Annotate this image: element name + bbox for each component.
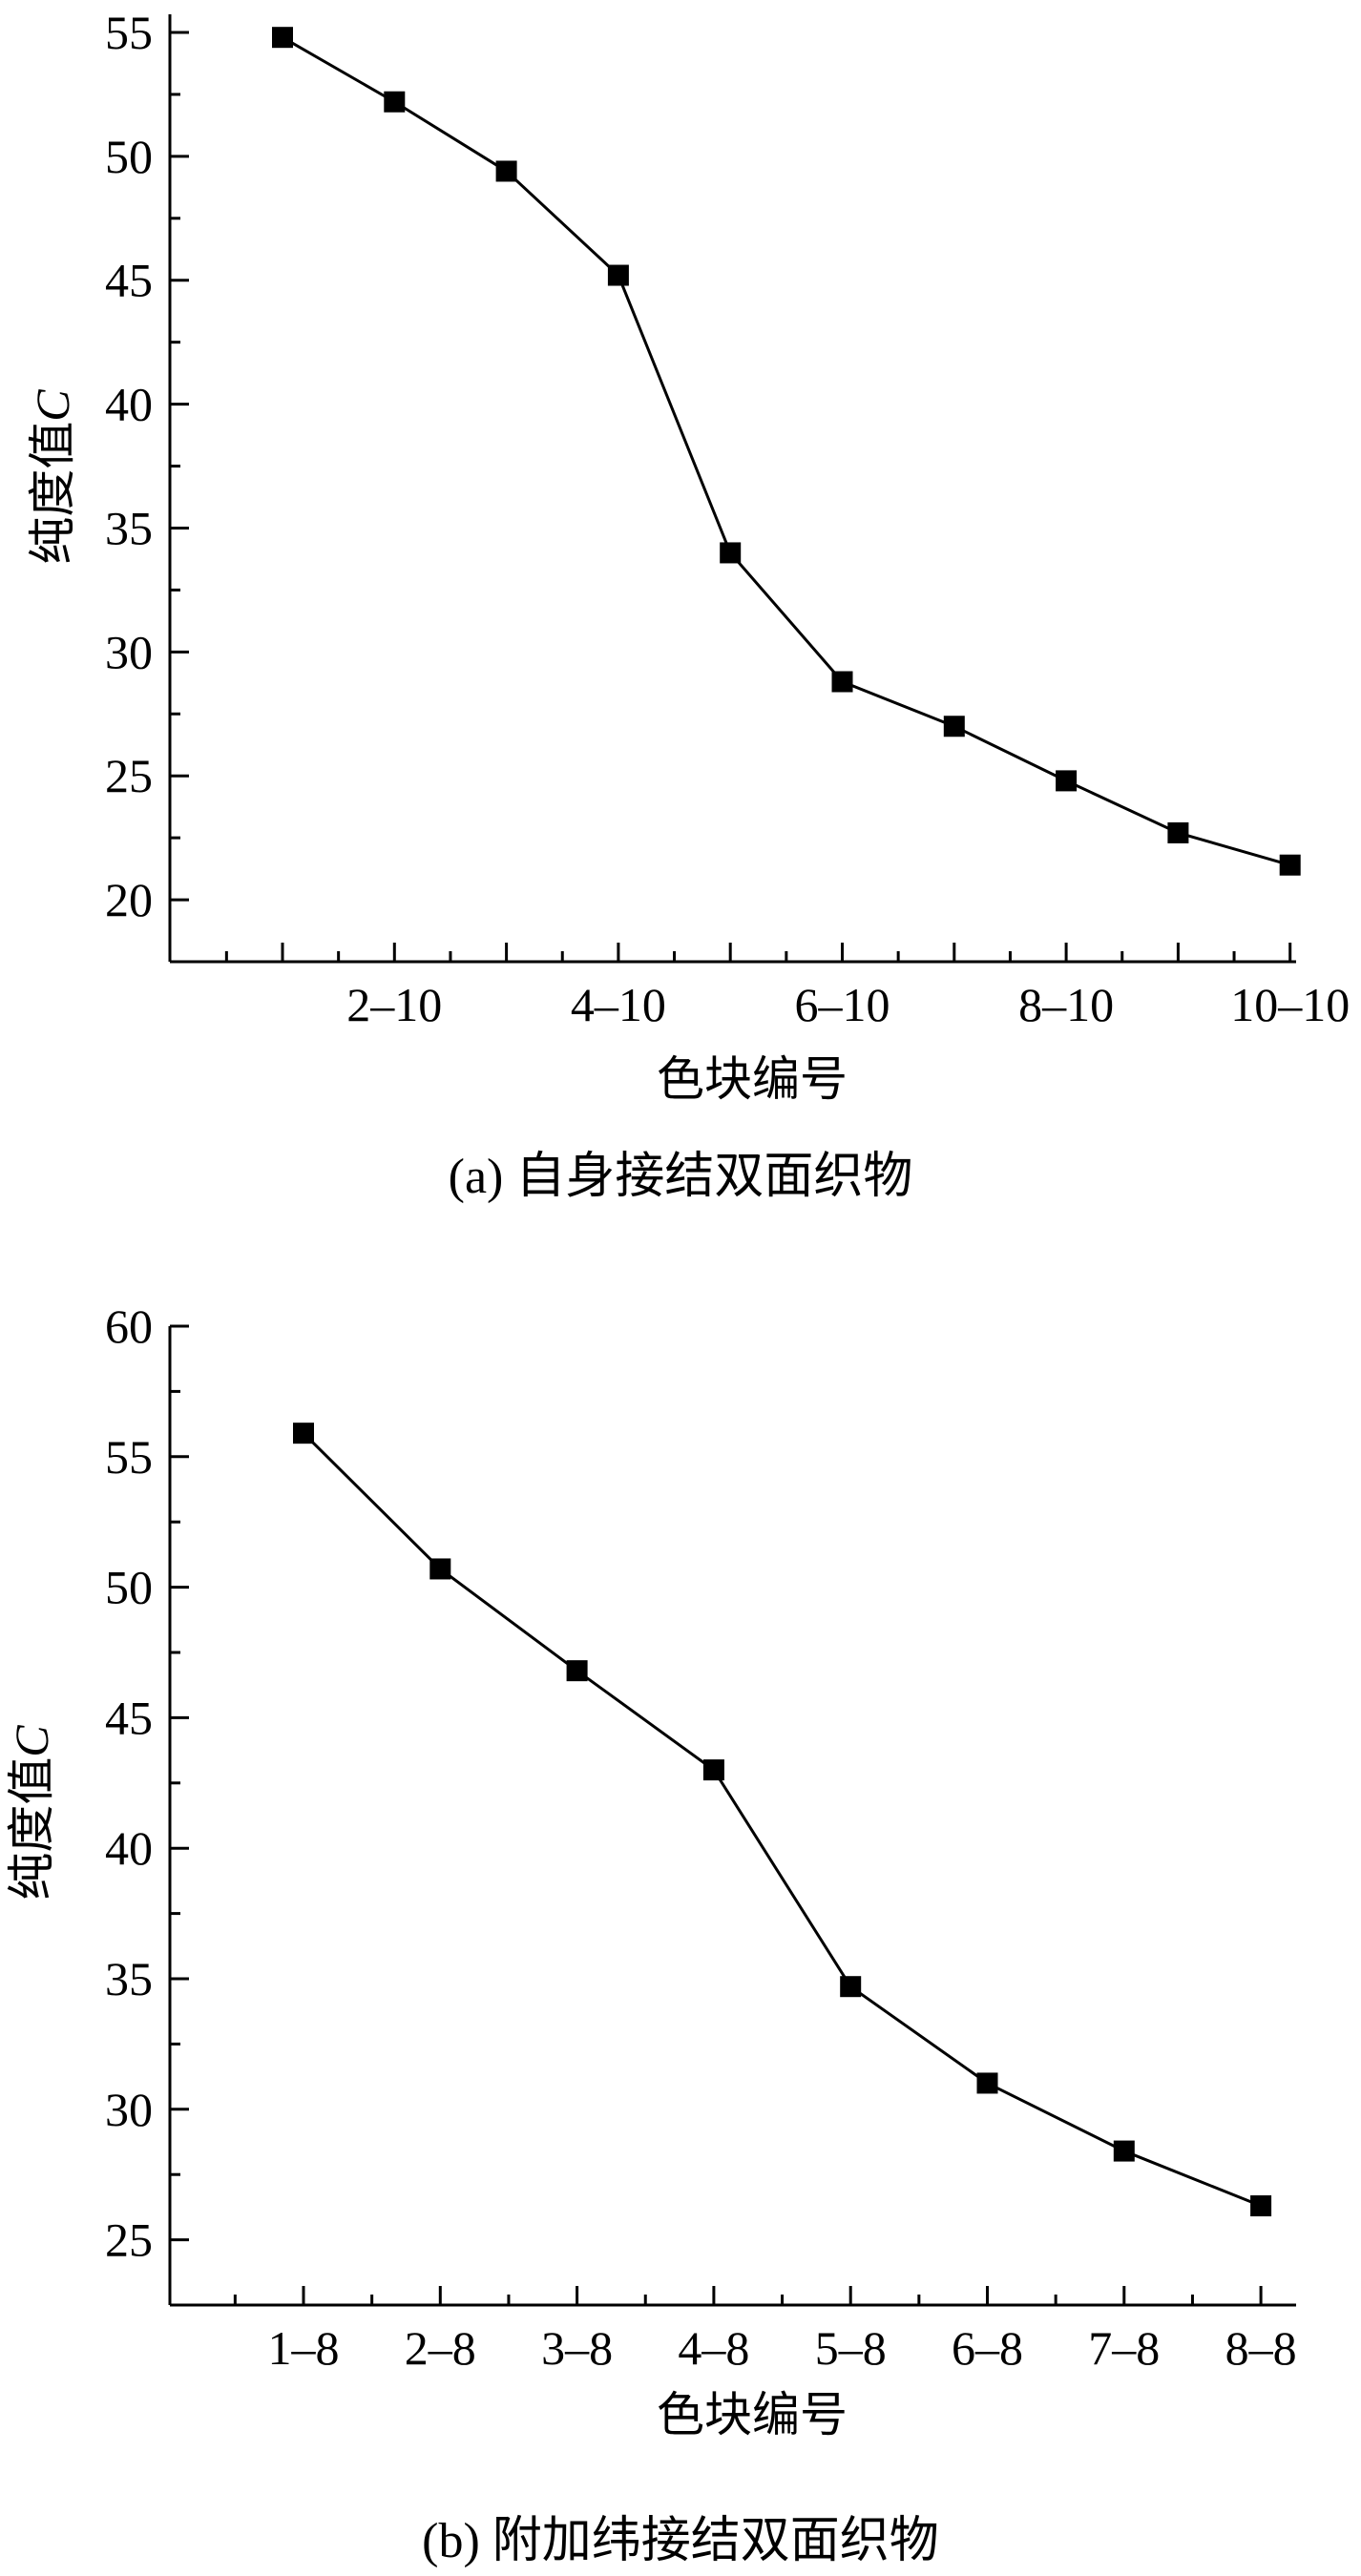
chart-b-y-axis-title-text: 纯度值: [4, 1757, 59, 1901]
chart-b-data-point: [1113, 2140, 1135, 2162]
chart-b-x-tick-label: 8–8: [1225, 2321, 1297, 2375]
chart-a-x-tick-label: 4–10: [571, 978, 666, 1031]
chart-a-y-axis-title-symbol: C: [26, 389, 79, 422]
chart-a-series-line: [282, 35, 1291, 867]
chart-b-x-tick-label: 1–8: [268, 2321, 340, 2375]
chart-a-x-tick-label: 6–10: [795, 978, 890, 1031]
chart-b-x-tick-label: 2–8: [405, 2321, 476, 2375]
chart-b-y-tick-label: 55: [105, 1430, 153, 1484]
chart-b-series-line: [302, 1432, 1262, 2208]
chart-a-y-tick-label: 55: [105, 6, 153, 59]
chart-b-y-axis-title: 纯度值C: [4, 1725, 59, 1901]
chart-a-x-tick-label: 2–10: [346, 978, 442, 1031]
chart-a-data-point: [831, 671, 853, 693]
chart-b-x-tick-label: 3–8: [541, 2321, 613, 2375]
chart-panel-b: 25 30 35 40 45 50 55 60 1–8 2–8 3–8 4–8 5–8 6–8 7–8 8–8…: [0, 1269, 1361, 2576]
chart-panel-a: 20 25 30 35 40 45 50 55 2–10 4–10 6–10 8–10 10–10 色块编…: [0, 0, 1361, 1269]
chart-b-data-point: [566, 1660, 588, 1682]
chart-a-data-point: [943, 716, 965, 737]
chart-a-y-tick-label: 35: [105, 501, 153, 554]
chart-a-data-point: [720, 542, 742, 564]
chart-b-y-axis-title-symbol: C: [5, 1725, 58, 1757]
chart-a-x-tick-label: 10–10: [1230, 978, 1350, 1031]
chart-a-data-point: [1056, 770, 1078, 792]
chart-a-data-point: [1167, 821, 1189, 843]
chart-b-y-tick-label: 30: [105, 2083, 153, 2136]
chart-a-data-point: [495, 160, 517, 182]
chart-a-y-tick-label: 45: [105, 254, 153, 307]
chart-b-data-point: [293, 1423, 314, 1444]
chart-a-data-point: [1279, 854, 1301, 876]
chart-a-y-tick-label: 25: [105, 749, 153, 802]
chart-b-x-axis-title: 色块编号: [657, 2387, 848, 2442]
chart-b-x-tick-label: 7–8: [1088, 2321, 1160, 2375]
chart-b-y-tick-label: 60: [105, 1299, 153, 1353]
chart-a-data-point: [272, 27, 293, 49]
chart-a-x-axis-title: 色块编号: [657, 1051, 848, 1107]
chart-a-y-axis-title-text: 纯度值: [25, 422, 80, 565]
chart-b-y-tick-label: 50: [105, 1561, 153, 1614]
chart-b-data-point: [1250, 2195, 1272, 2217]
chart-a-data-point: [607, 264, 629, 286]
chart-a-caption: (a) 自身接结双面织物: [448, 1150, 913, 1204]
chart-b-x-tick-label: 5–8: [815, 2321, 887, 2375]
chart-b-caption: (b) 附加纬接结双面织物: [422, 2514, 939, 2568]
chart-a-svg: 20 25 30 35 40 45 50 55 2–10 4–10 6–10 8–10 10–10 色块编…: [25, 6, 1350, 1107]
chart-b-data-point: [702, 1759, 724, 1781]
chart-b-x-tick-label: 4–8: [678, 2321, 749, 2375]
chart-b-svg: 25 30 35 40 45 50 55 60 1–8 2–8 3–8 4–8 5–8 6–8 7–8 8–8…: [4, 1299, 1297, 2442]
chart-b-y-tick-label: 40: [105, 1821, 153, 1875]
chart-a-y-tick-label: 30: [105, 625, 153, 678]
chart-b-y-tick-label: 25: [105, 2213, 153, 2267]
chart-b-data-point: [429, 1558, 451, 1580]
chart-a-y-tick-label: 50: [105, 130, 153, 183]
chart-b-data-point: [976, 2072, 998, 2094]
chart-a-y-tick-label: 20: [105, 873, 153, 926]
chart-b-y-tick-label: 35: [105, 1952, 153, 2005]
chart-b-data-point: [840, 1976, 862, 1998]
chart-a-y-axis-title: 纯度值C: [25, 389, 80, 565]
chart-a-y-tick-label: 40: [105, 378, 153, 431]
chart-a-data-point: [384, 91, 406, 113]
chart-a-x-tick-label: 8–10: [1018, 978, 1114, 1031]
chart-b-y-tick-label: 45: [105, 1691, 153, 1744]
chart-b-x-tick-label: 6–8: [952, 2321, 1023, 2375]
